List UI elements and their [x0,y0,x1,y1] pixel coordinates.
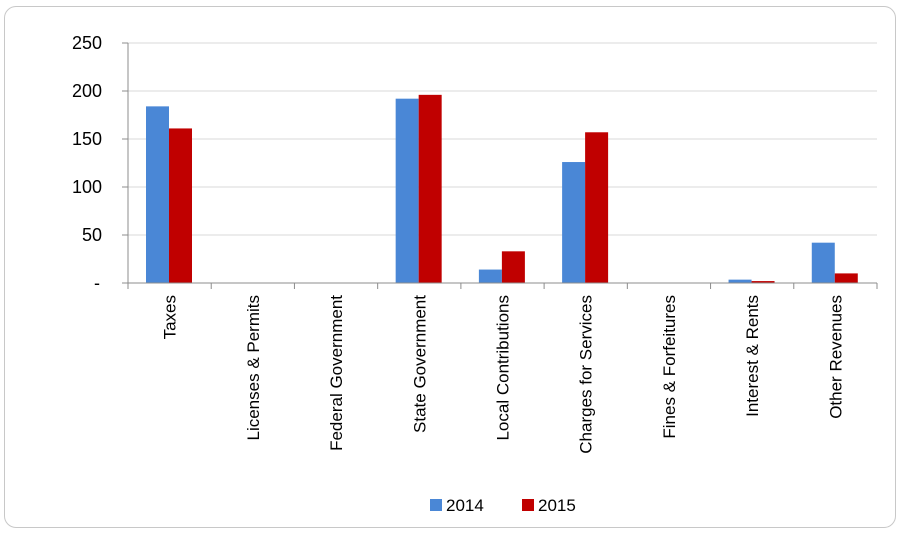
bar-2015-8 [834,273,858,283]
legend: 2014 2015 [430,496,576,515]
legend-swatch-2014 [430,499,442,511]
bar-2015-5 [585,132,609,283]
y-tick-label: 250 [72,33,102,53]
category-label: Taxes [161,295,180,339]
bar-2014-5 [562,162,586,283]
category-label: Licenses & Permits [244,295,263,441]
category-label: Local Contributions [494,295,513,441]
category-label: Fines & Forfeitures [660,295,679,439]
bar-2014-7 [728,279,752,283]
category-label: Charges for Services [577,295,596,454]
axes [122,42,878,289]
bar-2015-4 [501,251,525,283]
bar-2014-3 [395,98,419,284]
bar-2014-0 [146,106,169,283]
category-labels: Taxes Licenses & Permits Federal Governmen… [161,295,846,454]
bars [146,94,858,284]
category-label: State Government [410,295,429,433]
bar-2014-4 [478,269,502,283]
bar-2014-8 [811,242,835,283]
y-tick-label: 50 [82,225,102,245]
y-tick-labels: - 50 100 150 200 250 [72,33,102,293]
bar-2015-3 [418,94,442,283]
gridlines [128,42,877,236]
legend-swatch-2015 [522,499,534,511]
bar-2015-7 [751,281,775,283]
legend-label-2015: 2015 [538,496,576,515]
y-tick-label: 100 [72,177,102,197]
legend-label-2014: 2014 [446,496,484,515]
y-tick-label: 150 [72,129,102,149]
bar-2015-0 [169,128,192,283]
y-tick-label: - [94,273,100,293]
category-label: Other Revenues [826,295,845,419]
y-tick-label: 200 [72,81,102,101]
category-label: Federal Government [327,295,346,451]
category-label: Interest & Rents [743,295,762,417]
